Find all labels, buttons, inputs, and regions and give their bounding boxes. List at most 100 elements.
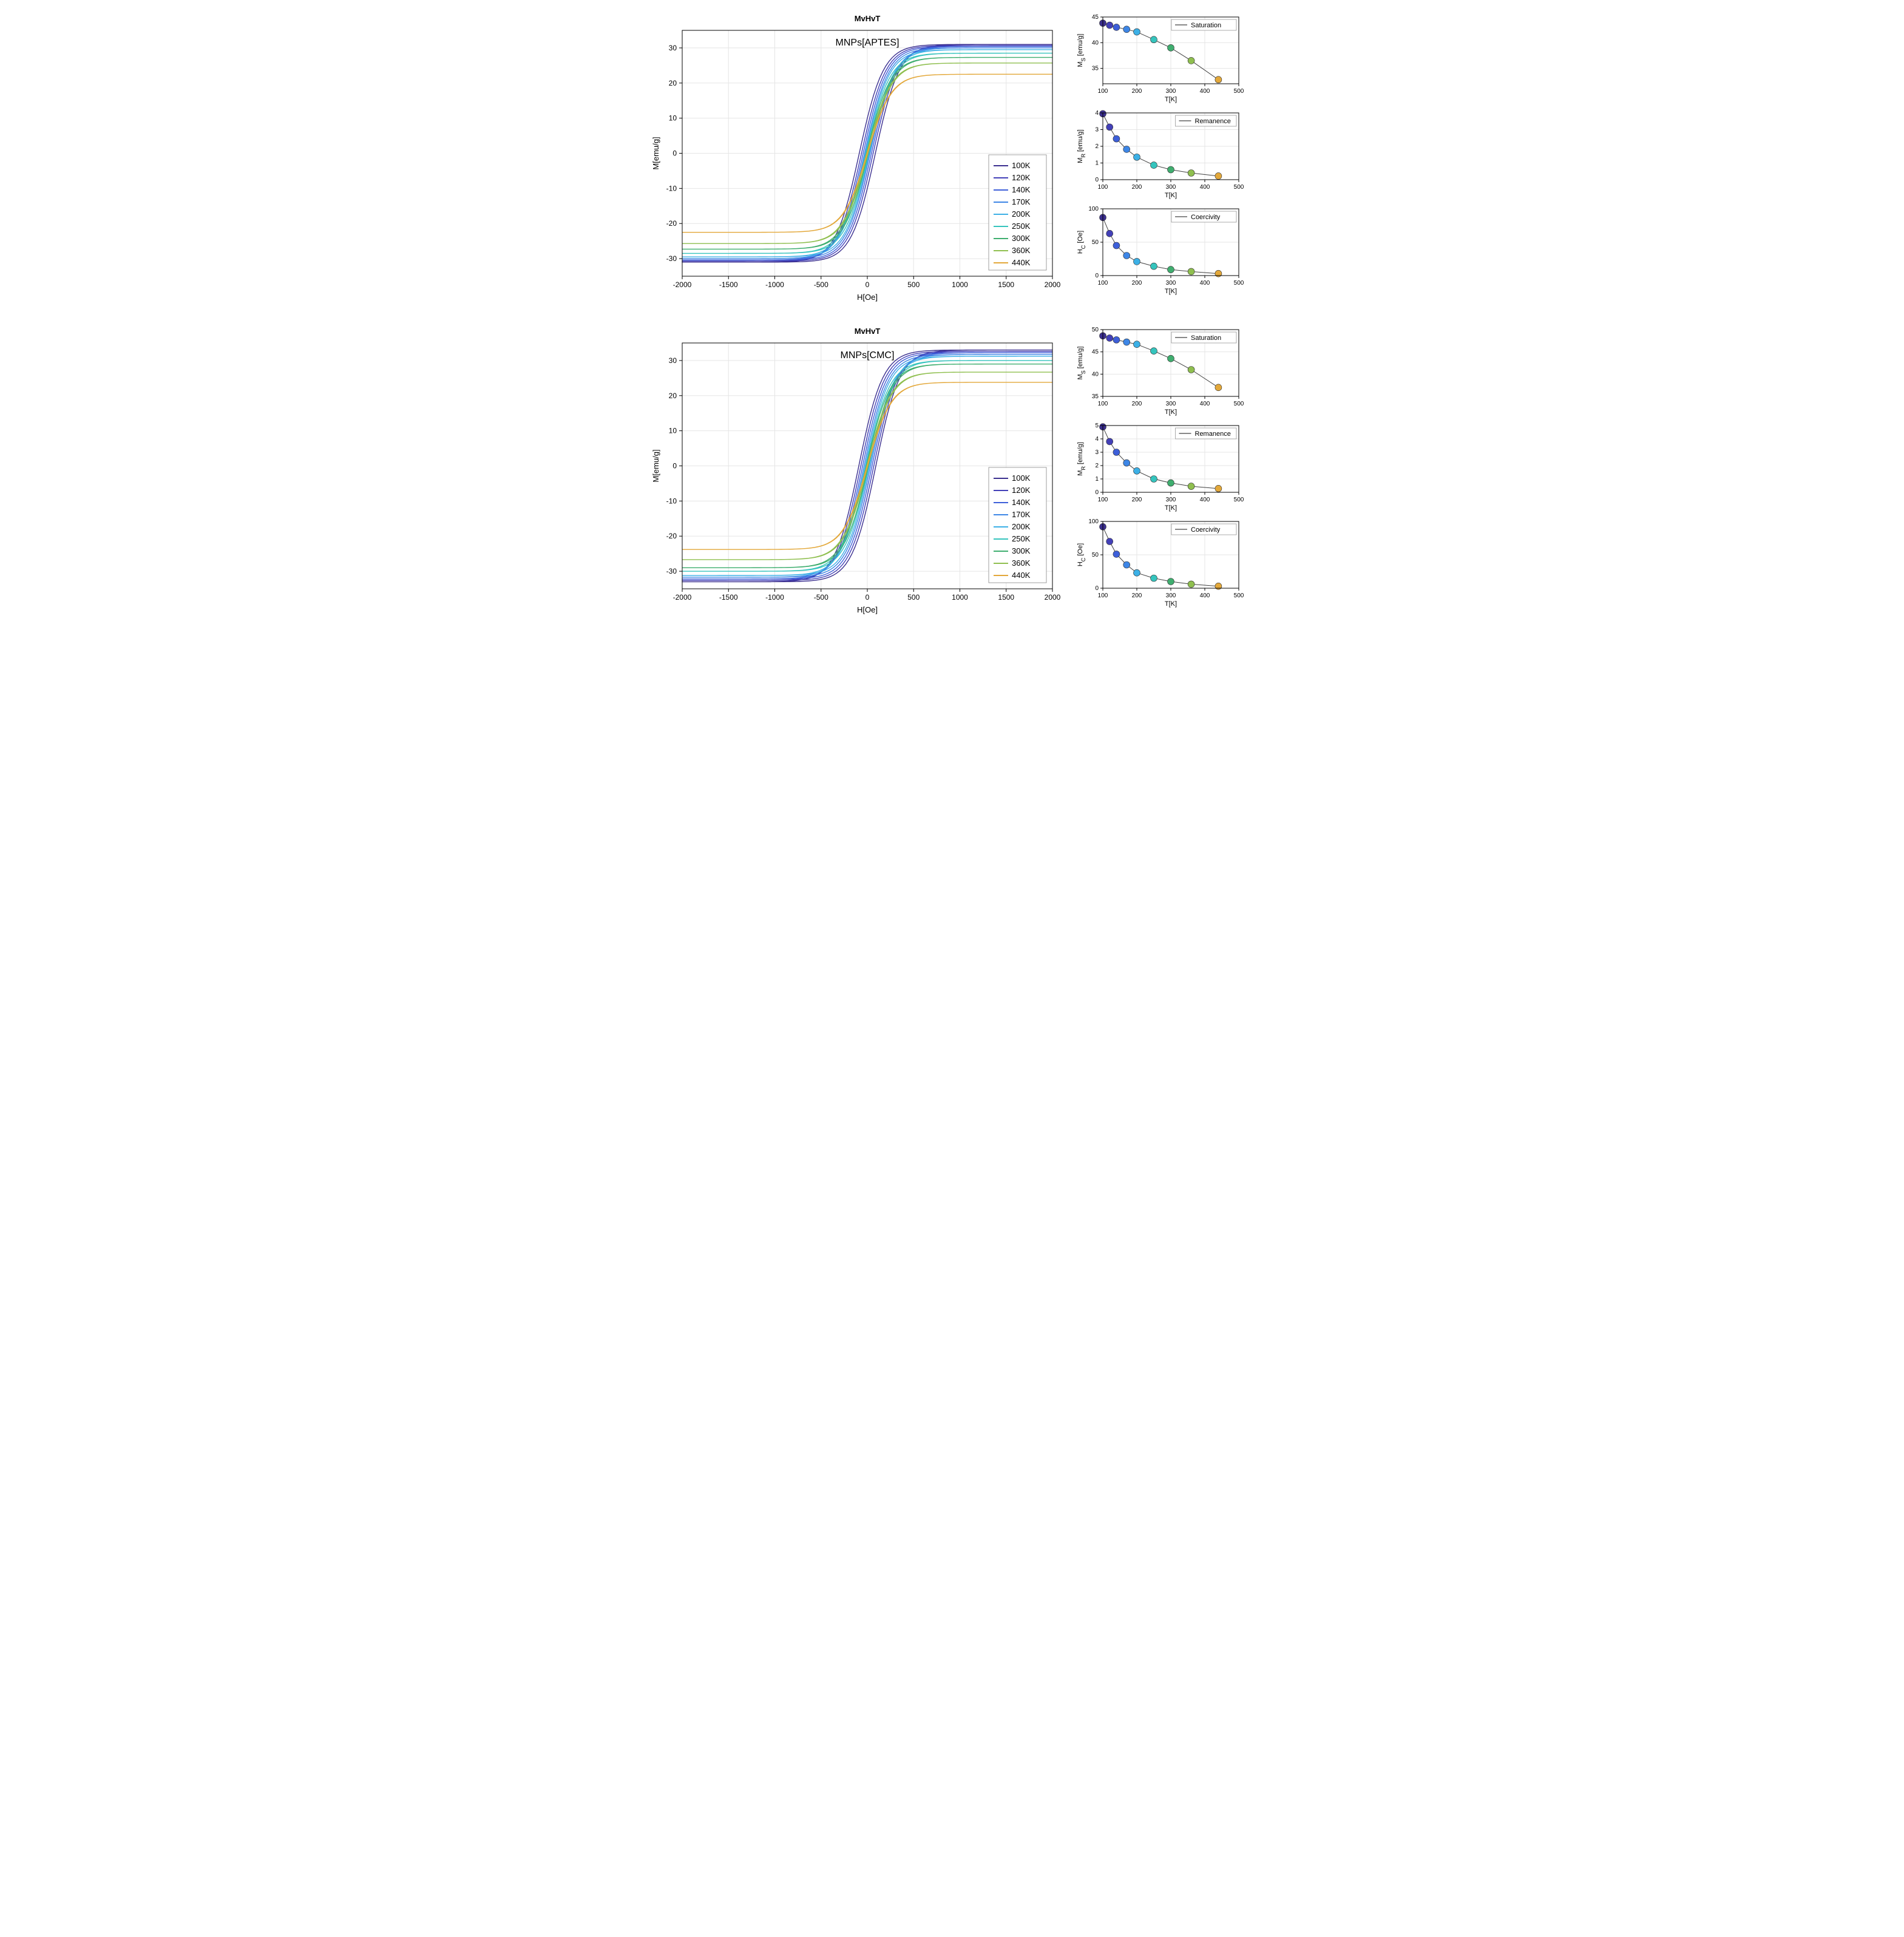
svg-text:Saturation: Saturation <box>1191 334 1221 342</box>
svg-text:360K: 360K <box>1012 246 1031 255</box>
svg-text:MR [emu/g]: MR [emu/g] <box>1077 442 1086 475</box>
svg-text:T[K]: T[K] <box>1164 288 1176 295</box>
svg-text:440K: 440K <box>1012 571 1031 580</box>
svg-text:400: 400 <box>1199 497 1210 503</box>
saturation-chart-aptes: 100200300400500354045T[K]MS [emu/g]Satur… <box>1074 12 1244 103</box>
svg-text:120K: 120K <box>1012 173 1031 182</box>
svg-text:5: 5 <box>1095 422 1099 429</box>
svg-text:40: 40 <box>1091 371 1099 378</box>
svg-text:200: 200 <box>1131 497 1142 503</box>
svg-text:0: 0 <box>672 462 677 470</box>
svg-text:H[Oe]: H[Oe] <box>857 605 878 614</box>
svg-text:-20: -20 <box>666 219 677 228</box>
svg-text:300K: 300K <box>1012 234 1031 243</box>
svg-text:2: 2 <box>1095 463 1099 469</box>
svg-text:300: 300 <box>1165 497 1176 503</box>
svg-text:300: 300 <box>1165 280 1176 287</box>
svg-text:50: 50 <box>1091 327 1099 333</box>
svg-text:140K: 140K <box>1012 498 1031 507</box>
svg-text:100: 100 <box>1097 401 1108 407</box>
svg-text:-30: -30 <box>666 567 677 575</box>
svg-text:35: 35 <box>1091 66 1099 72</box>
svg-text:HC [Oe]: HC [Oe] <box>1077 543 1086 566</box>
svg-text:170K: 170K <box>1012 197 1031 206</box>
svg-text:500: 500 <box>1233 280 1243 287</box>
svg-text:MvHvT: MvHvT <box>854 327 880 336</box>
svg-text:-2000: -2000 <box>672 280 691 289</box>
svg-text:MNPs[APTES]: MNPs[APTES] <box>835 38 899 48</box>
svg-text:200: 200 <box>1131 401 1142 407</box>
svg-text:MR [emu/g]: MR [emu/g] <box>1077 129 1086 163</box>
svg-text:100K: 100K <box>1012 161 1031 170</box>
svg-text:Remanence: Remanence <box>1194 118 1230 125</box>
svg-text:500: 500 <box>907 280 920 289</box>
svg-text:100: 100 <box>1088 206 1099 212</box>
svg-text:1: 1 <box>1095 160 1099 167</box>
svg-text:Coercivity: Coercivity <box>1191 526 1221 534</box>
svg-text:20: 20 <box>668 392 677 400</box>
svg-text:200: 200 <box>1131 280 1142 287</box>
svg-text:35: 35 <box>1091 393 1099 400</box>
svg-text:200: 200 <box>1131 184 1142 191</box>
svg-text:30: 30 <box>668 356 677 365</box>
svg-text:T[K]: T[K] <box>1164 192 1176 199</box>
svg-text:0: 0 <box>1095 273 1099 279</box>
svg-text:4: 4 <box>1095 436 1099 443</box>
svg-text:HC [Oe]: HC [Oe] <box>1077 231 1086 254</box>
svg-text:MS [emu/g]: MS [emu/g] <box>1077 34 1086 67</box>
svg-text:200: 200 <box>1131 88 1142 95</box>
svg-text:MNPs[CMC]: MNPs[CMC] <box>840 350 894 361</box>
svg-text:1000: 1000 <box>952 593 968 602</box>
svg-text:0: 0 <box>865 280 869 289</box>
svg-text:200K: 200K <box>1012 209 1031 219</box>
remanence-chart-cmc: 100200300400500012345T[K]MR [emu/g]Reman… <box>1074 421 1244 512</box>
svg-text:-500: -500 <box>813 593 828 602</box>
svg-text:500: 500 <box>1233 401 1243 407</box>
svg-text:170K: 170K <box>1012 510 1031 519</box>
svg-text:-30: -30 <box>666 254 677 263</box>
svg-text:400: 400 <box>1199 592 1210 599</box>
side-charts-aptes: 100200300400500354045T[K]MS [emu/g]Satur… <box>1074 12 1244 307</box>
svg-text:0: 0 <box>672 149 677 158</box>
svg-text:300: 300 <box>1165 401 1176 407</box>
svg-text:250K: 250K <box>1012 534 1031 543</box>
svg-text:0: 0 <box>1095 585 1099 592</box>
svg-text:3: 3 <box>1095 449 1099 456</box>
hysteresis-chart-aptes: -2000-1500-1000-5000500100015002000-30-2… <box>649 12 1062 307</box>
svg-text:-500: -500 <box>813 280 828 289</box>
svg-text:-10: -10 <box>666 497 677 505</box>
svg-text:0: 0 <box>1095 177 1099 183</box>
svg-text:-1500: -1500 <box>719 280 737 289</box>
svg-text:T[K]: T[K] <box>1164 409 1176 416</box>
row-cmc: -2000-1500-1000-5000500100015002000-30-2… <box>649 325 1256 619</box>
svg-text:300: 300 <box>1165 88 1176 95</box>
svg-text:M[emu/g]: M[emu/g] <box>651 449 660 482</box>
svg-text:2: 2 <box>1095 143 1099 150</box>
svg-text:-10: -10 <box>666 184 677 192</box>
svg-text:500: 500 <box>1233 88 1243 95</box>
svg-text:120K: 120K <box>1012 486 1031 495</box>
svg-text:0: 0 <box>1095 489 1099 496</box>
svg-text:MvHvT: MvHvT <box>854 14 880 23</box>
side-charts-cmc: 10020030040050035404550T[K]MS [emu/g]Sat… <box>1074 325 1244 619</box>
figure-container: -2000-1500-1000-5000500100015002000-30-2… <box>649 12 1256 619</box>
svg-text:40: 40 <box>1091 39 1099 46</box>
svg-text:-1000: -1000 <box>765 593 784 602</box>
svg-text:1: 1 <box>1095 476 1099 483</box>
svg-text:140K: 140K <box>1012 185 1031 194</box>
svg-text:500: 500 <box>907 593 920 602</box>
remanence-chart-aptes: 10020030040050001234T[K]MR [emu/g]Remane… <box>1074 108 1244 199</box>
svg-text:M[emu/g]: M[emu/g] <box>651 137 660 169</box>
svg-text:MS [emu/g]: MS [emu/g] <box>1077 347 1086 380</box>
svg-text:T[K]: T[K] <box>1164 96 1176 103</box>
svg-text:30: 30 <box>668 44 677 52</box>
svg-text:45: 45 <box>1091 349 1099 356</box>
svg-text:Saturation: Saturation <box>1191 22 1221 29</box>
svg-text:2000: 2000 <box>1044 280 1060 289</box>
svg-text:0: 0 <box>865 593 869 602</box>
svg-text:Remanence: Remanence <box>1194 430 1230 438</box>
svg-text:100: 100 <box>1097 592 1108 599</box>
svg-text:500: 500 <box>1233 184 1243 191</box>
svg-text:1500: 1500 <box>998 280 1014 289</box>
hysteresis-chart-cmc: -2000-1500-1000-5000500100015002000-30-2… <box>649 325 1062 619</box>
